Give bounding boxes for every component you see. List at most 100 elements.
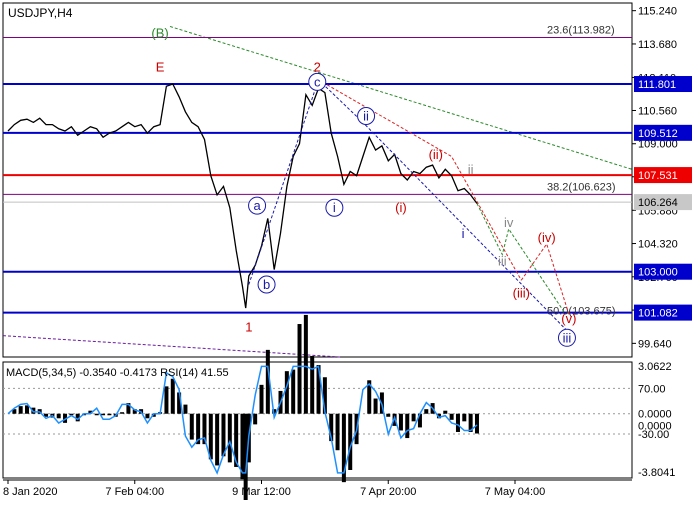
macd-histogram-bar <box>240 413 245 480</box>
wave-label-circle <box>325 198 344 217</box>
macd-histogram-bar <box>69 413 74 416</box>
wave-label: a <box>253 198 261 213</box>
wave-path-blue-up <box>248 79 319 285</box>
fib-382-label: 38.2(106.623) <box>547 181 616 193</box>
wave-label: b <box>263 277 270 292</box>
level-price-label: 107.531 <box>638 170 678 182</box>
macd-histogram-bar <box>234 413 239 467</box>
macd-histogram-bar <box>291 369 296 414</box>
macd-histogram-bar <box>474 413 479 434</box>
macd-histogram-bar <box>417 413 422 428</box>
level-price-box <box>634 76 692 93</box>
wave-label: c <box>314 74 321 89</box>
date-tick-label: 7 Feb 04:00 <box>105 486 164 498</box>
wave-label-circle <box>357 107 376 126</box>
macd-histogram-bar <box>208 413 213 460</box>
macd-histogram-bar <box>316 365 321 414</box>
wave-label-circle <box>308 72 327 91</box>
main-panel <box>2 2 633 358</box>
macd-histogram-bar <box>101 413 106 416</box>
macd-histogram-bar <box>411 413 416 422</box>
macd-histogram-bar <box>348 413 353 470</box>
macd-histogram-bar <box>25 405 30 414</box>
wave-path-green <box>476 203 567 315</box>
fib-500-label: 50.0(103.675) <box>547 306 616 318</box>
level-price-box <box>634 167 692 184</box>
rsi-tick: 70.00 <box>638 383 666 395</box>
macd-histogram-bar <box>335 413 340 451</box>
date-tick-label: 7 May 04:00 <box>485 486 546 498</box>
rsi-tick: 0.0000 <box>638 421 672 433</box>
wave-label-circle <box>248 196 267 215</box>
price-tick-label: 110.560 <box>638 105 677 117</box>
macd-histogram-bar <box>253 413 258 425</box>
wave-path-red <box>318 79 522 281</box>
macd-right-tick: 3.0622 <box>638 361 672 373</box>
macd-histogram-bar <box>177 392 182 414</box>
level-price-label: 109.512 <box>638 128 678 140</box>
macd-histogram-bar <box>12 409 17 414</box>
wave-label: iii <box>563 330 572 345</box>
wave-label: (ii) <box>429 147 443 162</box>
rsi-line <box>7 365 478 475</box>
macd-histogram-bar <box>405 413 410 439</box>
macd-histogram-bar <box>329 413 334 442</box>
macd-histogram-bar <box>18 406 23 414</box>
macd-histogram-bar <box>145 413 150 419</box>
macd-right-tick: -3.8041 <box>638 467 675 479</box>
price-tick-label: 109.000 <box>638 139 678 151</box>
macd-histogram-bar <box>398 413 403 431</box>
wave-label: (v) <box>561 311 576 326</box>
macd-histogram-bar <box>449 413 454 420</box>
macd-histogram-bar <box>436 413 441 419</box>
current-price-box <box>634 194 692 211</box>
macd-histogram-bar <box>322 377 327 414</box>
price-tick-label: 99.640 <box>638 338 672 350</box>
wave-label-circle <box>557 328 576 347</box>
wave-label: E <box>156 59 165 74</box>
macd-histogram-bar <box>227 413 232 463</box>
price-tick-label: 113.680 <box>638 39 677 51</box>
macd-histogram-bar <box>88 410 93 414</box>
macd-histogram-bar <box>284 371 289 414</box>
macd-histogram-bar <box>373 398 378 414</box>
current-price-label: 106.264 <box>638 197 678 209</box>
wave-label: iv <box>504 215 514 230</box>
macd-histogram-bar <box>132 409 137 414</box>
macd-histogram-bar <box>265 349 270 414</box>
macd-histogram-bar <box>243 413 248 501</box>
macd-histogram-bar <box>170 378 175 414</box>
level-price-label: 111.801 <box>638 79 676 91</box>
wave-label: (iii) <box>513 286 530 301</box>
macd-histogram-bar <box>468 413 473 432</box>
macd-label: MACD(5,34,5) -0.3540 -0.4173 RSI(14) 41.… <box>6 367 229 379</box>
macd-histogram-bar <box>386 413 391 417</box>
level-price-box <box>634 124 692 141</box>
level-price-box <box>634 263 692 280</box>
macd-histogram-bar <box>120 412 125 414</box>
date-tick-label: 7 Apr 20:00 <box>360 486 416 498</box>
purple-trendline <box>2 335 341 358</box>
macd-histogram-bar <box>63 413 68 423</box>
date-tick-label: 9 Mar 12:00 <box>232 486 291 498</box>
wave-label: (iv) <box>538 230 556 245</box>
macd-histogram-bar <box>75 413 80 422</box>
fib-236-label: 23.6(113.982) <box>547 25 615 37</box>
wave-label: (i) <box>395 200 407 215</box>
wave-label: i <box>462 226 465 241</box>
macd-histogram-bar <box>443 410 448 414</box>
macd-histogram-bar <box>455 413 460 432</box>
date-tick-label: 8 Jan 2020 <box>3 486 57 498</box>
macd-histogram-bar <box>183 404 188 414</box>
macd-histogram-bar <box>107 413 112 416</box>
wave-label: iii <box>498 254 507 269</box>
macd-right-tick: 0.0000 <box>638 409 672 421</box>
wave-label-circle <box>257 275 276 294</box>
macd-histogram-bar <box>215 413 220 466</box>
wave-label: (B) <box>151 25 168 40</box>
macd-histogram-bar <box>189 413 194 440</box>
macd-histogram-bar <box>126 403 131 414</box>
macd-histogram-bar <box>202 413 207 445</box>
macd-histogram-bar <box>259 384 264 414</box>
